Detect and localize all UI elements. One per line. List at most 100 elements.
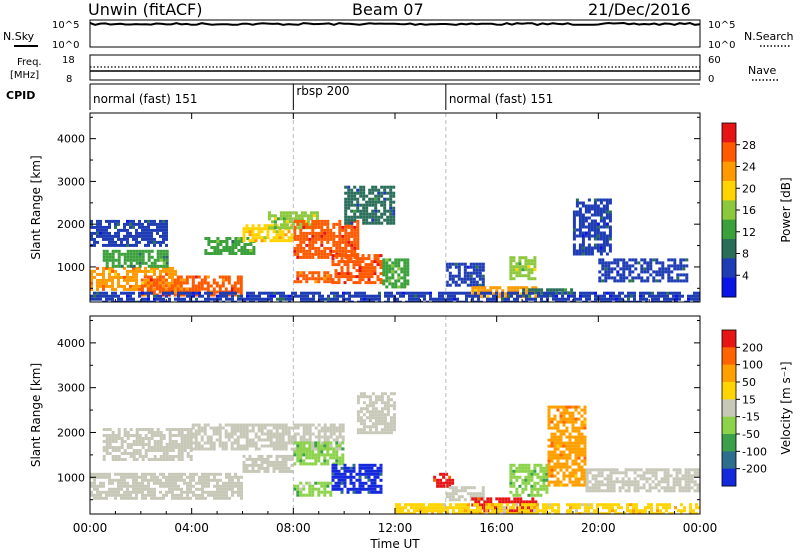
colorbar-tick-label: 12 <box>742 226 756 239</box>
colorbar-segment <box>722 277 736 298</box>
colorbar-tick-label: 28 <box>742 139 756 152</box>
colorbar-tick-label: 4 <box>742 269 749 282</box>
power-scatter-region <box>90 219 168 247</box>
nsky-trace <box>89 21 701 27</box>
nave-label: Nave <box>748 64 776 77</box>
freq-top-tick: 18 <box>62 55 75 66</box>
nave-top-tick: 60 <box>708 55 721 66</box>
colorbar-label: Power [dB] <box>779 177 793 242</box>
colorbar-tick-label: -15 <box>742 411 760 424</box>
freq-label: Freq. <box>17 57 42 68</box>
colorbar-tick-label: 24 <box>742 161 756 174</box>
x-axis-label: Time UT <box>369 537 420 551</box>
colorbar-segment <box>722 161 736 182</box>
nave-bottom-tick: 0 <box>708 74 714 85</box>
power-scatter-region <box>572 198 612 256</box>
nsearch-top-tick: 10^5 <box>708 20 735 31</box>
cpid-segments: normal (fast) 151 rbsp 200 normal (fast) 1… <box>89 84 553 110</box>
x-tick-label: 16:00 <box>479 521 514 535</box>
y-tick-label: 2000 <box>57 426 85 439</box>
x-tick-label: 08:00 <box>276 521 311 535</box>
colorbar-segment <box>722 258 736 279</box>
colorbar-segment <box>722 451 736 470</box>
velocity-scatter-region <box>356 392 396 435</box>
nsky-bottom-tick: 10^0 <box>52 40 79 51</box>
y-tick-label: 3000 <box>57 382 85 395</box>
y-tick-label: 1000 <box>57 471 85 484</box>
power-scatter-region <box>445 262 485 287</box>
freq-unit-label: [MHz] <box>10 70 39 81</box>
y-tick-label: 1000 <box>57 261 85 274</box>
power-scatter-region <box>293 271 333 284</box>
colorbar-segment <box>722 399 736 418</box>
nsky-label: N.Sky <box>3 30 35 43</box>
y-tick-label: 2000 <box>57 218 85 231</box>
colorbar-segment <box>722 382 736 400</box>
date-title: 21/Dec/2016 <box>588 0 691 19</box>
colorbar-segment <box>722 123 736 143</box>
velocity-scatter-region <box>433 472 455 488</box>
power-scatter-region <box>293 219 360 259</box>
colorbar-segment <box>722 468 736 487</box>
velocity-scatter-region <box>102 428 193 461</box>
colorbar-tick-label: -100 <box>742 445 767 458</box>
nsearch-bottom-tick: 10^0 <box>708 40 735 51</box>
colorbar-segment <box>722 200 736 221</box>
power-scatter-region <box>382 258 410 289</box>
colorbar-segment <box>722 416 736 435</box>
power-scatter-region <box>90 291 700 302</box>
power-scatter-region <box>509 256 537 281</box>
velocity-scatter-region <box>509 463 549 497</box>
power-scatter-region <box>598 258 689 283</box>
nsky-top-tick: 10^5 <box>52 20 79 31</box>
nsearch-label: N.Search <box>744 30 794 43</box>
cpid-segment-label: normal (fast) 151 <box>93 92 197 106</box>
colorbar-tick-label: -200 <box>742 463 767 476</box>
colorbar-segment <box>722 142 736 163</box>
x-tick-label: 00:00 <box>683 521 718 535</box>
colorbar-label: Velocity [m s⁻¹] <box>779 361 793 454</box>
cpid-segment-label: rbsp 200 <box>296 84 349 98</box>
y-tick-label: 4000 <box>57 133 85 146</box>
colorbar-segment <box>722 347 736 366</box>
colorbar-tick-label: 100 <box>742 359 763 372</box>
power-data-layer <box>90 185 700 302</box>
velocity-scatter-region <box>331 463 383 494</box>
power-scatter-region <box>331 254 383 285</box>
velocity-scatter-region <box>445 486 485 502</box>
velocity-data-layer <box>90 392 700 514</box>
colorbar-segment <box>722 434 736 452</box>
y-axis-label: Slant Range [km] <box>29 155 43 259</box>
x-tick-label: 12:00 <box>378 521 413 535</box>
x-tick-label: 20:00 <box>581 521 616 535</box>
y-axis-label: Slant Range [km] <box>29 363 43 467</box>
colorbar-tick-label: 20 <box>742 182 756 195</box>
velocity-scatter-region <box>547 405 587 487</box>
velocity-scatter-region <box>242 454 294 473</box>
velocity-scatter-region <box>585 468 700 493</box>
velocity-scatter-region <box>90 472 243 500</box>
velocity-scatter-region <box>293 481 333 497</box>
colorbar-segment <box>722 181 736 201</box>
velocity-scatter-region <box>395 503 700 514</box>
colorbar-tick-label: 15 <box>742 393 756 406</box>
station-title: Unwin (fitACF) <box>88 0 203 19</box>
beam-title: Beam 07 <box>352 0 424 19</box>
power-scatter-region <box>102 249 169 268</box>
colorbar-tick-label: 50 <box>742 376 756 389</box>
nsky-panel-frame <box>89 19 701 48</box>
colorbar-tick-label: -50 <box>742 428 760 441</box>
x-tick-label: 00:00 <box>73 521 108 535</box>
colorbar-tick-label: 200 <box>742 341 763 354</box>
y-tick-label: 4000 <box>57 337 85 350</box>
colorbar-segment <box>722 219 736 240</box>
colorbar-frame <box>721 329 737 487</box>
cpid-segment-label: normal (fast) 151 <box>449 92 553 106</box>
colorbar-tick-label: 8 <box>742 248 749 261</box>
y-tick-label: 3000 <box>57 175 85 188</box>
velocity-scatter-region <box>293 441 345 466</box>
colorbar-segment <box>722 239 736 259</box>
power-scatter-region <box>344 185 396 225</box>
power-scatter-region <box>204 237 256 255</box>
